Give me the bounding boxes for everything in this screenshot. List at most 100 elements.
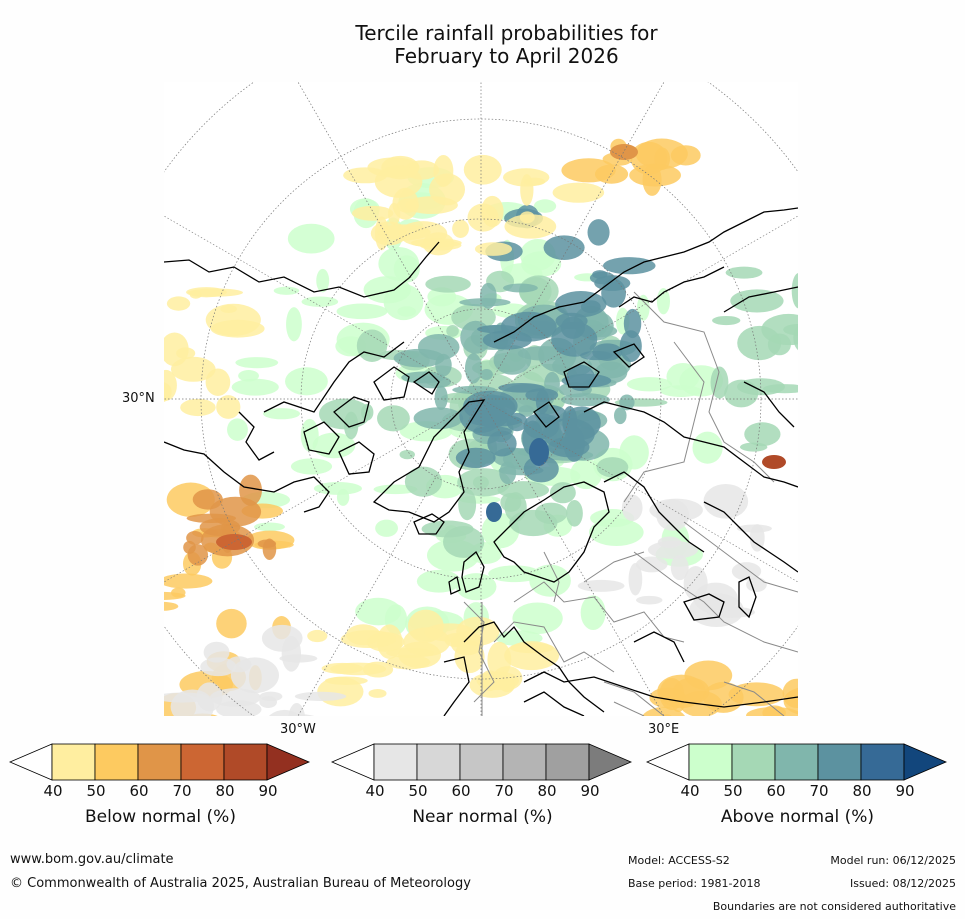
shading-patch [457, 468, 511, 497]
shading-patch [307, 629, 328, 643]
shading-patch [610, 144, 638, 160]
shading-patch [712, 315, 741, 326]
shading-patch [317, 676, 364, 707]
colorbar-near-caption: Near normal (%) [412, 807, 553, 827]
shading-patch [355, 597, 402, 626]
shading-patch [533, 199, 557, 213]
coastlines [164, 207, 798, 716]
shading-patch [363, 276, 412, 304]
country-borders [463, 291, 798, 716]
shading-patch [503, 283, 538, 293]
shading-patch [746, 577, 767, 593]
shading-patch [330, 662, 387, 676]
shading-patch [480, 368, 493, 380]
shading-patch [180, 398, 216, 417]
shading-patch [316, 268, 330, 293]
colorbar-above-swatch [817, 743, 862, 781]
colorbar-below: 40 50 60 70 80 90 Below normal (%) [8, 742, 313, 832]
colorbar-below-extend-high [266, 743, 311, 781]
colorbar-above-tick: 70 [809, 782, 829, 800]
polar-map[interactable] [164, 82, 798, 716]
colorbar-below-tick: 60 [129, 782, 149, 800]
shading-patch [469, 672, 515, 698]
shading-patch [588, 518, 644, 547]
shading-patch [762, 384, 798, 394]
graticule-parallel [390, 308, 572, 490]
colorbar-above-tick: 80 [852, 782, 872, 800]
shading-patch [762, 455, 786, 469]
colorbar-above-swatches [645, 743, 948, 781]
shading-patch [555, 290, 607, 318]
colorbar-below-tick: 50 [86, 782, 106, 800]
colorbar-near-swatch [373, 743, 418, 781]
issued-date: Issued: 08/12/2025 [849, 877, 956, 890]
colorbar-below-tick: 70 [172, 782, 192, 800]
shading-patch [463, 154, 502, 185]
shading-patch [286, 307, 302, 342]
shading-patch [459, 298, 511, 307]
shading-patch [262, 408, 301, 420]
colorbar-near-swatch [459, 743, 504, 781]
shading-patch [226, 656, 252, 673]
shading-patch [401, 371, 446, 384]
shading-patch [737, 325, 782, 361]
shading-patch [660, 385, 702, 397]
shading-patch [186, 287, 227, 298]
colorbar-above-tick: 40 [680, 782, 700, 800]
shading-patch [512, 602, 563, 635]
shading-patch [429, 173, 466, 206]
shading-patch [594, 164, 629, 184]
colorbar-below-caption: Below normal (%) [85, 807, 236, 827]
colorbar-near-tick: 70 [494, 782, 514, 800]
shading-patch [273, 286, 300, 295]
shading-patch [519, 211, 535, 224]
shading-patch [549, 482, 576, 504]
shading-patch [192, 489, 223, 510]
shading-patch [336, 303, 388, 320]
shading-patch [504, 641, 560, 671]
shading-patch [346, 624, 381, 646]
title-line-1: Tercile rainfall probabilities for [355, 21, 658, 45]
shading-patch [783, 324, 798, 336]
shading-patch [254, 522, 285, 532]
shading-patch [486, 502, 502, 522]
shading-patch [587, 219, 610, 246]
model-name: Model: ACCESS-S2 [628, 854, 730, 867]
shading-patch [621, 494, 643, 522]
shading-patch [388, 202, 401, 226]
shading-patch [285, 367, 328, 396]
shading-patch [290, 458, 333, 475]
colorbar-above-swatch [774, 743, 819, 781]
shading-patch [474, 242, 513, 256]
website-link[interactable]: www.bom.gov.au/climate [10, 852, 174, 867]
shading-patch [216, 395, 241, 419]
colorbar-below-swatch [137, 743, 182, 781]
shading-patch [444, 632, 468, 648]
colorbar-above-swatch [731, 743, 776, 781]
shading-patch [659, 677, 685, 711]
shading-patch [404, 466, 443, 497]
colorbar-near-tick: 90 [580, 782, 600, 800]
shading-patch [231, 378, 279, 396]
shading-patch [601, 278, 626, 308]
shading-patch [502, 168, 550, 187]
shading-patch [725, 266, 763, 279]
shading-patch [399, 449, 415, 460]
shading-patch [203, 641, 230, 663]
shading-patch [560, 393, 610, 407]
shading-patch [216, 608, 247, 639]
shading-patch [577, 579, 625, 592]
shading-patch [730, 289, 784, 313]
shading-patch [464, 353, 482, 384]
shading-patch [560, 316, 585, 339]
shading-patch [592, 343, 623, 361]
colorbar-near-swatch [545, 743, 590, 781]
model-run-date: Model run: 06/12/2025 [830, 854, 956, 867]
shading-patch [636, 595, 663, 605]
colorbar-below-tick: 80 [215, 782, 235, 800]
shading-patch [487, 430, 517, 457]
colorbar-above-extend-high [903, 743, 948, 781]
shading-patch [164, 573, 213, 589]
colorbar-above-extend-low [645, 743, 690, 781]
shading-patch [261, 624, 303, 652]
